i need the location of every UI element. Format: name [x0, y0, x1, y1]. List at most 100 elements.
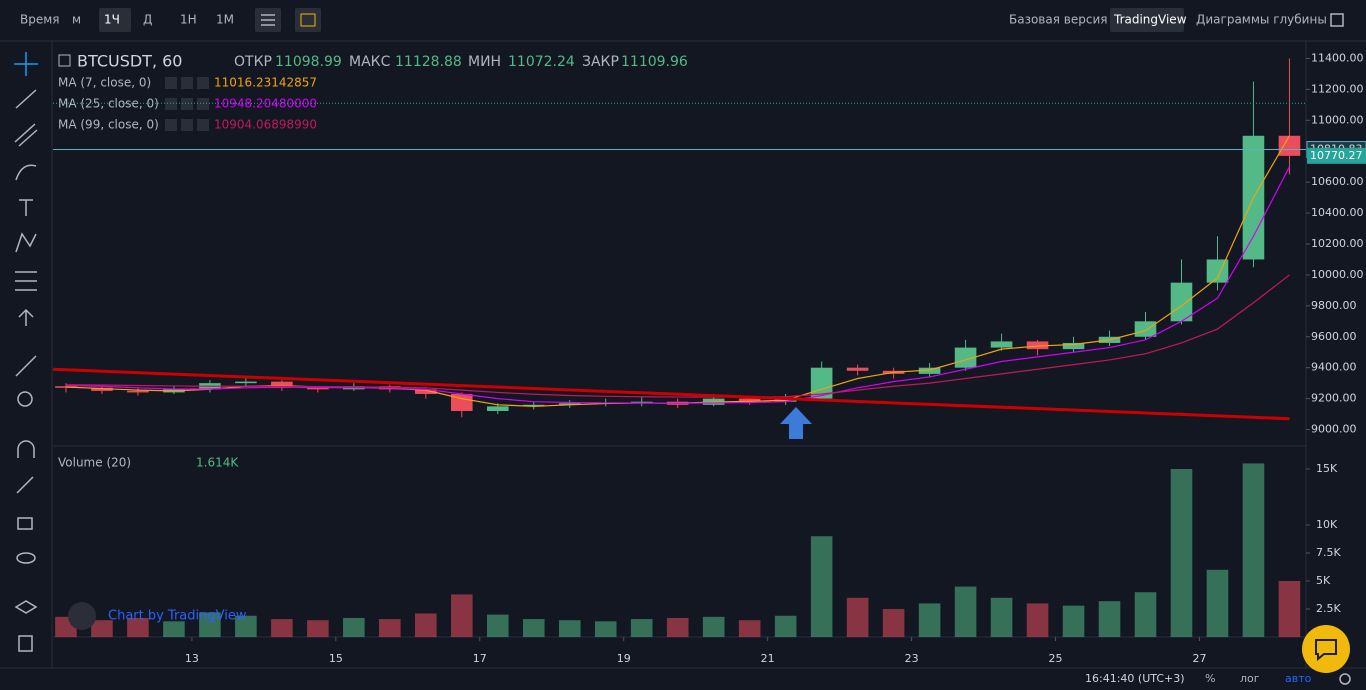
ruler-icon[interactable] — [15, 355, 37, 377]
trash-icon[interactable] — [18, 635, 33, 652]
month-button[interactable]: 1М — [216, 13, 234, 27]
brush-icon[interactable] — [15, 164, 37, 181]
ma-control — [181, 77, 193, 89]
volume-bar — [199, 612, 221, 637]
volume-bar — [486, 614, 509, 637]
chat-icon — [1315, 639, 1337, 662]
volume-tick-label: 7.5K — [1316, 546, 1341, 559]
y-tick-label: 10400.00 — [1311, 206, 1364, 219]
candle-body — [738, 398, 761, 402]
candle-body — [1170, 282, 1193, 322]
ma-name: MA (99, close, 0) — [58, 118, 159, 132]
candle-body — [522, 404, 545, 407]
y-tick-label: 10600.00 — [1311, 175, 1364, 188]
close-value: 11109.96 — [621, 54, 688, 70]
magnet-icon[interactable] — [17, 440, 35, 458]
hour-button[interactable]: 1Ч — [104, 13, 120, 27]
minutes-button[interactable]: м — [72, 13, 81, 27]
eye-icon[interactable] — [16, 552, 36, 564]
arrow-icon[interactable] — [18, 308, 34, 326]
candle-body — [558, 403, 581, 405]
volume-bar — [1134, 592, 1157, 637]
basic-version[interactable]: Базовая версия — [1009, 13, 1107, 27]
ma-control — [181, 119, 193, 131]
day-button[interactable]: Д — [143, 13, 152, 27]
close-label: ЗАКР — [582, 54, 619, 70]
low-value: 11072.24 — [508, 54, 575, 70]
x-tick-label: 15 — [329, 652, 343, 665]
low-label: МИН — [468, 54, 501, 70]
active-interval[interactable] — [99, 8, 131, 32]
log-toggle[interactable]: лог — [1240, 672, 1260, 685]
layers-icon[interactable] — [14, 600, 38, 614]
percent-toggle[interactable]: % — [1205, 672, 1215, 685]
line-icon[interactable] — [15, 89, 37, 109]
candle-body — [271, 381, 293, 388]
high-label: МАКС — [349, 54, 391, 70]
volume-bar — [271, 619, 293, 637]
depth-chart-tab[interactable]: Диаграммы глубины — [1196, 13, 1327, 27]
volume-tick-label: 10K — [1316, 518, 1338, 531]
zoom-icon[interactable] — [17, 391, 33, 407]
auto-toggle[interactable]: авто — [1285, 672, 1312, 685]
open-label: ОТКР — [234, 54, 272, 70]
open-value: 11098.99 — [275, 54, 342, 70]
pattern-icon[interactable] — [15, 232, 37, 253]
volume-bar — [127, 617, 149, 637]
volume-bar — [630, 619, 653, 637]
moving-average — [65, 166, 1290, 404]
lock-draw-icon[interactable] — [16, 476, 34, 494]
y-tick-label: 10200.00 — [1311, 237, 1364, 250]
y-tick-label: 9200.00 — [1311, 392, 1357, 405]
ma-control — [181, 98, 193, 110]
x-tick-label: 25 — [1049, 652, 1063, 665]
settings-gear[interactable] — [1339, 673, 1351, 685]
candle-body — [235, 381, 257, 384]
tradingview-tab[interactable]: TradingView — [1113, 13, 1187, 27]
text-icon[interactable] — [19, 199, 33, 216]
volume-name: Volume (20) — [58, 456, 131, 470]
volume-bar — [450, 594, 473, 637]
watermark-logo — [68, 602, 96, 630]
crosshair-icon[interactable] — [14, 52, 38, 76]
watermark[interactable]: Chart by TradingView — [108, 609, 247, 624]
trendline — [52, 367, 1290, 421]
y-tick-label: 11400.00 — [1311, 51, 1364, 64]
high-value: 11128.88 — [395, 54, 462, 70]
volume-last: 1.614K — [196, 456, 239, 470]
candle-body — [415, 389, 437, 394]
y-tick-label: 11200.00 — [1311, 82, 1364, 95]
candle-body — [1062, 342, 1085, 350]
candle-body — [486, 406, 509, 411]
candle-body — [630, 401, 653, 403]
ma-last: 11016.23142857 — [214, 76, 317, 90]
candle-body — [91, 387, 113, 391]
tv-tab-bg — [1110, 8, 1184, 32]
volume-bar — [1242, 463, 1265, 637]
channel-icon[interactable] — [14, 123, 38, 147]
week-button[interactable]: 1Н — [180, 13, 197, 27]
x-tick-label: 21 — [761, 652, 775, 665]
candle-body — [1134, 321, 1157, 337]
volume-bar — [307, 620, 329, 637]
ma-control — [197, 98, 209, 110]
plot: 9000.00 9200.00 9400.00 9600.00 9800.00 10000… — [52, 51, 1366, 665]
indicators-button[interactable] — [295, 8, 321, 32]
time-button[interactable]: Время — [20, 13, 60, 27]
fib-icon[interactable] — [15, 271, 37, 291]
candle-body — [127, 390, 149, 393]
drawing-tools[interactable] — [14, 52, 38, 652]
chat-button[interactable] — [1302, 625, 1350, 673]
candle-body — [990, 341, 1013, 348]
volume-bar — [1206, 569, 1229, 637]
volume-bar — [738, 620, 761, 637]
collapse-icon[interactable] — [58, 54, 71, 67]
fullscreen-icon[interactable] — [1330, 13, 1344, 27]
x-tick-label: 27 — [1192, 652, 1206, 665]
ma-name: MA (7, close, 0) — [58, 76, 151, 90]
last-price-label: 10770.27 — [1310, 149, 1363, 162]
lock-icon[interactable] — [17, 517, 33, 530]
ma-control — [197, 77, 209, 89]
volume-bar — [810, 536, 833, 637]
